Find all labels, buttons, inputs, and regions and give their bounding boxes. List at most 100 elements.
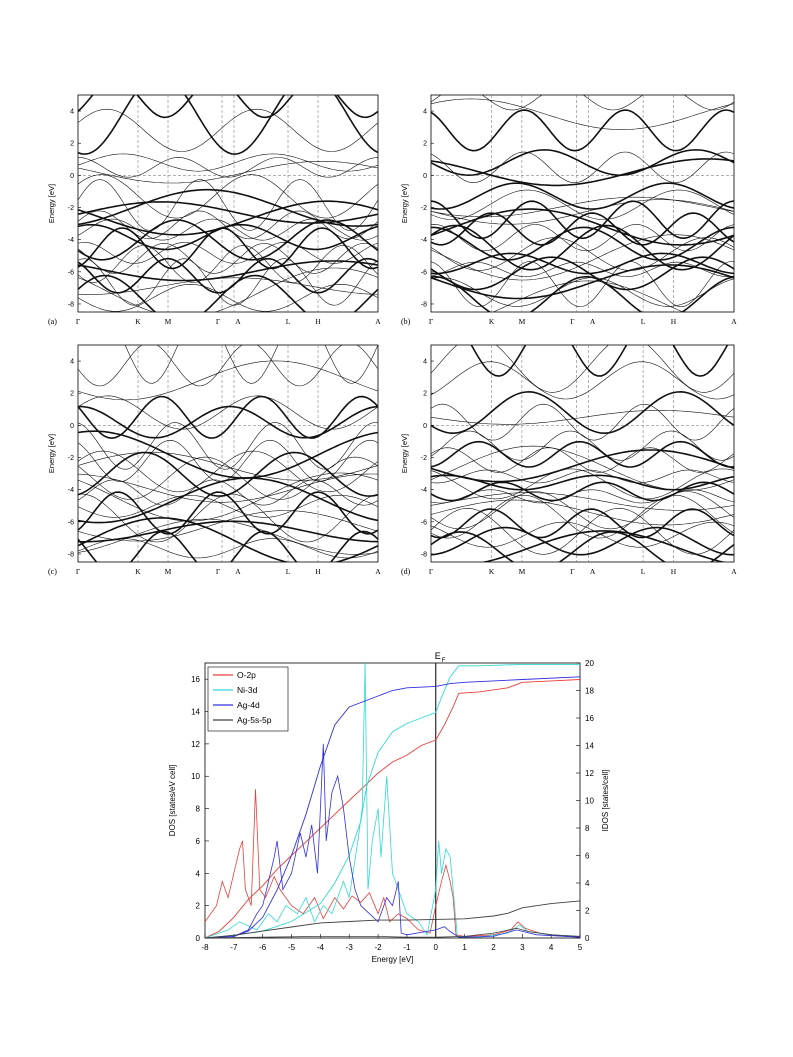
- kpoint-label: K: [135, 317, 141, 326]
- y-tick-label: -4: [421, 487, 427, 494]
- y-tick-label: 0: [196, 934, 201, 943]
- x-tick-label: 5: [578, 943, 583, 952]
- idos-series-ag-4d: [205, 676, 580, 938]
- panel-label: (b): [401, 317, 411, 326]
- y-tick-label: 16: [191, 675, 200, 684]
- kpoint-label: Γ: [76, 567, 81, 576]
- kpoint-label: Γ: [429, 317, 434, 326]
- dos-curves: [205, 663, 580, 938]
- band-line: [78, 479, 378, 506]
- panel-frame: [430, 94, 735, 313]
- band-lines: [431, 95, 734, 312]
- x-tick-label: -7: [230, 943, 238, 952]
- kpoint-label: H: [671, 567, 677, 576]
- legend-entry: Ag-5s-5p: [237, 715, 272, 725]
- band-line: [78, 473, 378, 503]
- kpoint-label: A: [235, 567, 241, 576]
- kpoint-label: M: [519, 567, 526, 576]
- y-tick-label: 0: [70, 173, 74, 180]
- y-tick-label: -8: [421, 301, 427, 308]
- x-tick-label: 2: [491, 943, 496, 952]
- y-tick-label: -4: [68, 487, 74, 494]
- dos-series-ag-4d: [205, 743, 580, 938]
- kpoint-label: L: [286, 567, 291, 576]
- band-line: [78, 283, 378, 312]
- band-line: [431, 410, 734, 425]
- x-axis-label: Energy [eV]: [372, 955, 414, 964]
- band-line: [78, 108, 378, 152]
- band-line: [431, 345, 734, 393]
- y-tick-label: -2: [421, 455, 427, 462]
- band-line: [431, 491, 734, 530]
- x-tick-label: -1: [403, 943, 411, 952]
- kpoint-label: A: [731, 567, 737, 576]
- band-line: [431, 403, 734, 441]
- band-line: [78, 510, 378, 542]
- y-tick-label: -2: [68, 205, 74, 212]
- band-line: [78, 517, 378, 562]
- band-line: [431, 390, 734, 435]
- kpoint-label: A: [375, 317, 381, 326]
- x-tick-label: -6: [259, 943, 267, 952]
- band-line: [78, 210, 378, 240]
- y-right-tick-label: 16: [585, 714, 594, 723]
- panel-frame: [77, 344, 379, 563]
- y-tick-label: -6: [421, 269, 427, 276]
- band-line: [431, 151, 734, 184]
- band-line: [78, 450, 378, 493]
- band-line: [431, 261, 734, 308]
- fermi-label-subscript: F: [442, 658, 446, 664]
- x-tick-label: -4: [317, 943, 325, 952]
- kpoint-label: L: [641, 567, 646, 576]
- y-axis-label: DOS [states/eV cell]: [168, 765, 177, 837]
- y-tick-label: -8: [421, 551, 427, 558]
- dos-series-ag-5s-5p: [205, 927, 580, 938]
- kpoint-label: A: [731, 317, 737, 326]
- band-line: [431, 196, 734, 218]
- y-tick-label: 2: [196, 902, 201, 911]
- y-right-tick-label: 14: [585, 742, 594, 751]
- y-axis-label: Energy [eV]: [47, 434, 56, 473]
- band-line: [431, 489, 734, 504]
- x-tick-label: 0: [434, 943, 439, 952]
- y-right-tick-label: 0: [585, 934, 590, 943]
- band-line: [492, 280, 684, 312]
- band-line: [431, 468, 734, 500]
- band-line: [431, 212, 734, 246]
- kpoint-label: L: [286, 317, 291, 326]
- y-tick-label: 2: [70, 391, 74, 398]
- y-right-tick-label: 12: [585, 769, 594, 778]
- band-line: [431, 430, 734, 461]
- band-line: [431, 256, 734, 291]
- band-lines: [78, 345, 378, 562]
- legend-entry: O-2p: [237, 670, 256, 680]
- band-line: [78, 491, 378, 535]
- y-tick-label: -2: [421, 205, 427, 212]
- band-line: [431, 182, 734, 210]
- band-line: [78, 477, 378, 524]
- y-tick-label: 2: [423, 391, 427, 398]
- band-line: [78, 472, 378, 522]
- y-tick-label: 0: [70, 423, 74, 430]
- idos-series-ni-3d: [205, 663, 580, 938]
- y-tick-label: 0: [423, 173, 427, 180]
- x-tick-label: -3: [346, 943, 354, 952]
- band-line: [431, 492, 734, 511]
- kpoint-label: K: [489, 317, 495, 326]
- band-line: [78, 218, 378, 241]
- fermi-label: E: [435, 651, 441, 661]
- y-tick-label: -4: [421, 237, 427, 244]
- band-panel-b: 4 2 0 -2 -4 -6 -8 Energy [eV] Γ K M Γ A L H A (b): [400, 94, 737, 326]
- y-tick-label: 12: [191, 740, 200, 749]
- y-tick-label: 4: [423, 109, 427, 116]
- y-right-tick-label: 10: [585, 797, 594, 806]
- band-line: [431, 208, 734, 246]
- band-line: [431, 445, 734, 491]
- legend-entry: Ag-4d: [237, 700, 260, 710]
- panel-label: (d): [401, 567, 411, 576]
- y-tick-label: 4: [70, 359, 74, 366]
- band-line: [78, 451, 378, 497]
- band-line: [78, 260, 378, 282]
- band-line: [78, 430, 378, 479]
